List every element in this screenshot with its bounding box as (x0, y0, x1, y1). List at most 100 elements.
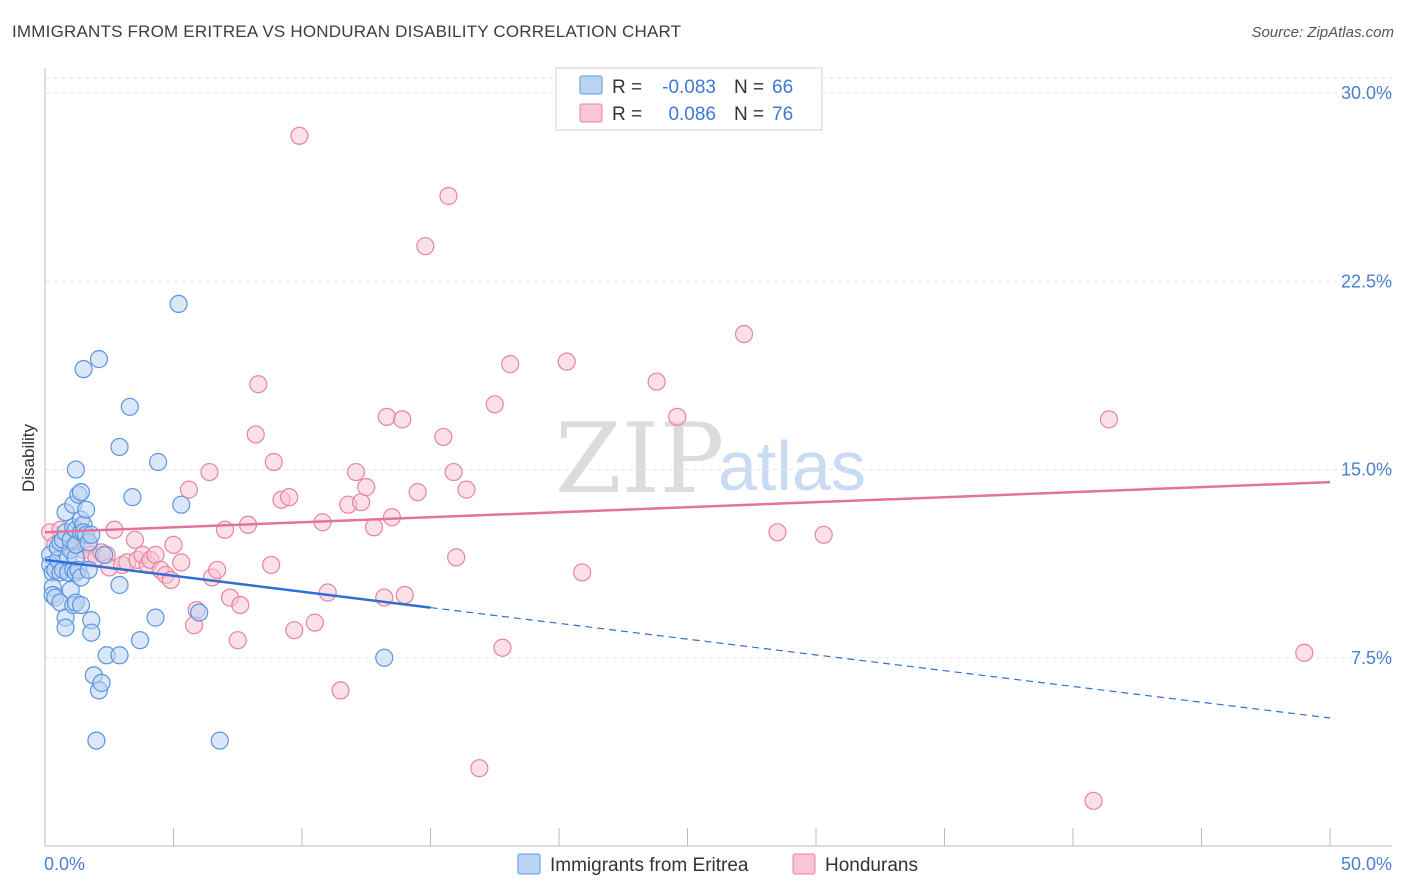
hondurans-point (357, 478, 376, 497)
eritrea-point (110, 575, 129, 595)
eritrea-point (92, 673, 111, 692)
hondurans-point (331, 681, 350, 700)
hondurans-point (377, 407, 396, 426)
eritrea-point (89, 350, 109, 369)
stats-legend: R = -0.083 N = 66 R = 0.086 N = 76 (555, 67, 823, 131)
stats-legend-r-value-eritrea: -0.083 (662, 77, 716, 98)
hondurans-point (200, 462, 219, 482)
eritrea-point (110, 437, 129, 457)
hondurans-point (457, 480, 476, 499)
hondurans-point (668, 407, 687, 426)
chart-title: IMMIGRANTS FROM ERITREA VS HONDURAN DISA… (12, 22, 682, 41)
hondurans-point (1084, 791, 1103, 810)
hondurans-point (1099, 410, 1119, 429)
stats-legend-n-value-hondurans: 76 (772, 104, 793, 125)
series-legend-swatch-hondurans (792, 853, 816, 875)
hondurans-point (408, 483, 427, 502)
eritrea-point (375, 648, 394, 667)
hondurans-point (814, 525, 833, 544)
y-axis-tick-labels: 7.5% 15.0% 22.5% 30.0% (1341, 83, 1392, 668)
hondurans-point (434, 427, 453, 447)
hondurans-point (1295, 643, 1314, 662)
hondurans-point (290, 126, 309, 145)
hondurans-point (382, 508, 402, 527)
hondurans-point (305, 613, 324, 632)
hondurans-point (557, 352, 576, 371)
stats-legend-swatch-eritrea (579, 75, 603, 95)
hondurans-point (501, 355, 520, 374)
hondurans-point (439, 186, 458, 206)
trend-eritrea (44, 558, 431, 609)
eritrea-point (210, 731, 229, 750)
hondurans-point (146, 545, 165, 564)
hondurans-point (318, 583, 337, 602)
eritrea-point (71, 595, 91, 615)
hondurans-point (264, 452, 283, 472)
hondurans-point (768, 523, 787, 542)
x-axis-ticks (44, 828, 1331, 846)
eritrea-point (172, 495, 191, 514)
eritrea-point (82, 623, 101, 642)
y-tick-label: 15.0% (1341, 460, 1392, 480)
hondurans-point (444, 462, 463, 482)
watermark-zip: ZIP (555, 403, 724, 515)
chart-source: Source: ZipAtlas.com (1251, 24, 1394, 41)
hondurans-point (352, 493, 371, 512)
hondurans-point (125, 530, 145, 549)
hondurans-point (346, 462, 366, 482)
stats-legend-r-label-hondurans: R = (612, 104, 642, 125)
hondurans-point (573, 563, 592, 582)
series-legend-swatch-eritrea (517, 853, 541, 875)
hondurans-point (416, 237, 435, 256)
trend-hondurans (44, 480, 1331, 534)
trend-lines (44, 480, 1331, 719)
eritrea-point (110, 646, 129, 665)
eritrea-point (130, 631, 150, 650)
stats-legend-r-value-hondurans: 0.086 (668, 104, 716, 125)
trend-eritrea-extrapolated (430, 606, 1331, 719)
y-tick-label: 30.0% (1341, 83, 1392, 103)
series-legend-label-hondurans: Hondurans (825, 855, 918, 876)
watermark-atlas: atlas (718, 427, 866, 505)
hondurans-point (172, 553, 191, 572)
hondurans-point (164, 535, 183, 554)
eritrea-point (95, 545, 114, 564)
hondurans-point (485, 395, 504, 414)
y-tick-label: 7.5% (1351, 648, 1392, 668)
y-axis-label: Disability (19, 423, 38, 492)
series-eritrea-points (41, 294, 394, 750)
eritrea-point (87, 731, 106, 750)
eritrea-point (190, 603, 209, 622)
hondurans-point (470, 759, 489, 778)
hondurans-point (395, 585, 414, 605)
x-tick-label-min: 0.0% (44, 854, 85, 874)
eritrea-point (146, 608, 165, 627)
hondurans-point (447, 548, 466, 567)
hondurans-point (734, 324, 754, 344)
eritrea-point (82, 525, 101, 544)
hondurans-point (285, 621, 304, 640)
gridlines (45, 77, 1392, 659)
eritrea-point (77, 500, 96, 519)
series-legend: Immigrants from Eritrea Hondurans (517, 853, 918, 876)
eritrea-point (148, 452, 168, 472)
eritrea-point (169, 294, 188, 314)
eritrea-point (74, 360, 93, 379)
hondurans-point (364, 518, 384, 537)
x-tick-label-max: 50.0% (1341, 854, 1392, 874)
y-tick-label: 22.5% (1341, 271, 1392, 291)
stats-legend-n-label-eritrea: N = (734, 77, 764, 98)
hondurans-point (493, 638, 512, 657)
stats-legend-n-value-eritrea: 66 (772, 77, 793, 98)
eritrea-point (66, 460, 85, 479)
stats-legend-n-label-hondurans: N = (734, 104, 764, 125)
eritrea-point (120, 397, 139, 416)
hondurans-point (246, 425, 265, 444)
eritrea-point (123, 488, 142, 507)
eritrea-point (71, 483, 91, 502)
stats-legend-r-label-eritrea: R = (612, 77, 642, 98)
stats-legend-swatch-hondurans (579, 103, 603, 123)
hondurans-point (179, 480, 199, 499)
hondurans-point (228, 631, 247, 650)
